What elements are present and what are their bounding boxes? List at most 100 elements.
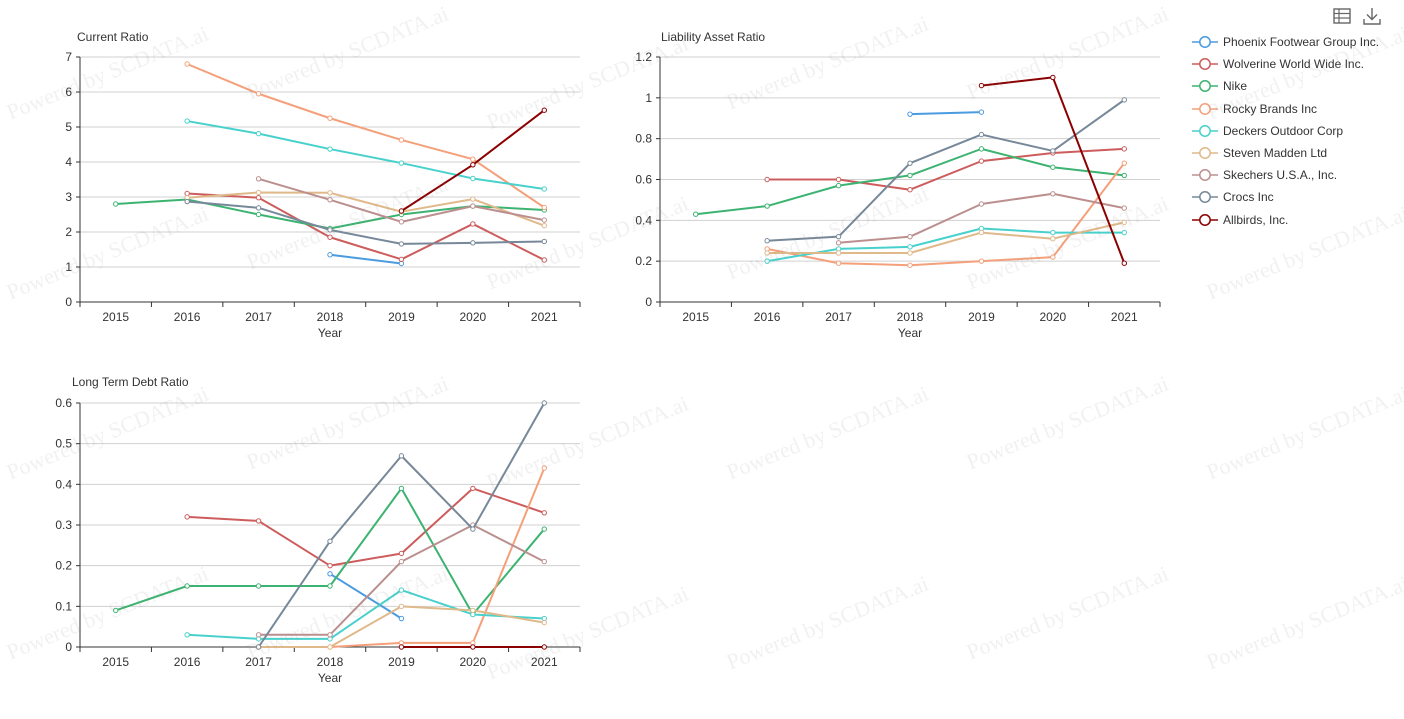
data-point-allbirds-inc: [541, 644, 547, 650]
y-tick-label: 0: [645, 295, 652, 309]
y-tick-label: 0.2: [55, 559, 72, 573]
y-tick-label: 0.1: [55, 599, 72, 613]
data-point-nike: [184, 583, 190, 589]
data-point-deckers-outdoor-corp: [541, 186, 547, 192]
data-point-nike: [978, 146, 985, 152]
data-point-deckers-outdoor-corp: [1050, 229, 1056, 236]
data-point-steven-madden-ltd: [764, 250, 770, 256]
legend-item[interactable]: Wolverine World Wide Inc.: [1192, 53, 1379, 75]
y-tick-label: 4: [65, 155, 72, 169]
legend-label: Skechers U.S.A., Inc.: [1223, 168, 1338, 183]
series-line-deckers-outdoor-corp: [186, 120, 545, 190]
chart-title: Long Term Debt Ratio: [72, 375, 189, 389]
y-tick-label: 0.4: [55, 477, 72, 491]
data-point-wolverine-world-wide-inc: [470, 485, 476, 492]
x-axis-label: Year: [898, 326, 922, 340]
legend-item[interactable]: Deckers Outdoor Corp: [1192, 120, 1379, 142]
data-point-allbirds-inc: [541, 107, 547, 113]
legend-item[interactable]: Steven Madden Ltd: [1192, 142, 1379, 164]
data-point-wolverine-world-wide-inc: [907, 187, 913, 193]
chart-title: Liability Asset Ratio: [661, 30, 765, 44]
data-point-steven-madden-ltd: [470, 607, 476, 614]
series-line-wolverine-world-wide-inc: [767, 147, 1125, 191]
data-point-crocs-inc: [184, 198, 190, 205]
y-tick-label: 1.2: [635, 50, 652, 64]
data-point-steven-madden-ltd: [398, 603, 405, 610]
data-point-wolverine-world-wide-inc: [764, 176, 770, 183]
data-point-crocs-inc: [1050, 148, 1056, 154]
series-line-wolverine-world-wide-inc: [187, 192, 545, 261]
y-tick-label: 0.3: [55, 518, 72, 532]
x-tick-label: 2021: [1111, 310, 1138, 324]
x-tick-label: 2019: [388, 310, 415, 324]
data-point-crocs-inc: [1121, 97, 1127, 103]
legend-item[interactable]: Skechers U.S.A., Inc.: [1192, 164, 1379, 186]
data-point-skechers-u-s-a-inc: [327, 632, 333, 638]
data-point-rocky-brands-inc: [907, 262, 913, 268]
x-axis-label: Year: [318, 671, 342, 685]
legend-label: Phoenix Footwear Group Inc.: [1223, 35, 1380, 50]
data-point-wolverine-world-wide-inc: [398, 256, 405, 262]
data-point-allbirds-inc: [1121, 260, 1127, 266]
legend: Phoenix Footwear Group Inc. Wolverine Wor…: [1192, 31, 1379, 231]
data-point-crocs-inc: [978, 131, 985, 138]
y-tick-label: 3: [65, 190, 72, 204]
x-tick-label: 2019: [968, 310, 995, 324]
series-line-phoenix-footwear-group-inc: [329, 253, 402, 265]
legend-marker-icon: [1192, 147, 1218, 159]
legend-item[interactable]: Crocs Inc: [1192, 186, 1379, 208]
legend-item[interactable]: Phoenix Footwear Group Inc.: [1192, 31, 1379, 53]
data-point-rocky-brands-inc: [184, 61, 190, 67]
x-tick-label: 2020: [460, 655, 487, 669]
y-tick-label: 7: [65, 50, 72, 64]
y-tick-label: 1: [65, 260, 72, 274]
data-point-deckers-outdoor-corp: [184, 118, 190, 124]
data-point-nike: [764, 203, 770, 209]
x-tick-label: 2018: [317, 310, 344, 324]
y-tick-label: 0.6: [55, 396, 72, 410]
x-tick-label: 2018: [317, 655, 344, 669]
data-point-allbirds-inc: [398, 644, 405, 650]
y-tick-label: 0.4: [635, 213, 652, 227]
data-point-crocs-inc: [907, 160, 913, 166]
data-point-crocs-inc: [835, 233, 842, 240]
data-point-phoenix-footwear-group-inc: [327, 571, 333, 577]
data-point-phoenix-footwear-group-inc: [978, 109, 985, 115]
data-point-wolverine-world-wide-inc: [470, 221, 476, 227]
data-point-skechers-u-s-a-inc: [835, 240, 842, 246]
legend-label: Nike: [1223, 79, 1248, 94]
y-tick-label: 6: [65, 85, 72, 99]
data-point-skechers-u-s-a-inc: [541, 217, 547, 223]
x-tick-label: 2020: [460, 310, 487, 324]
legend-marker-icon: [1192, 124, 1218, 137]
data-point-skechers-u-s-a-inc: [255, 176, 262, 182]
y-tick-label: 0.6: [635, 173, 652, 187]
series-line-crocs-inc: [187, 200, 545, 245]
legend-label: Crocs Inc: [1223, 190, 1274, 205]
data-point-steven-madden-ltd: [327, 190, 333, 196]
data-point-nike: [113, 201, 119, 207]
data-point-allbirds-inc: [470, 644, 476, 650]
data-point-allbirds-inc: [1050, 74, 1056, 81]
x-tick-label: 2017: [825, 310, 852, 324]
legend-item[interactable]: Allbirds, Inc.: [1192, 209, 1379, 231]
data-point-allbirds-inc: [470, 162, 476, 168]
x-tick-label: 2019: [388, 655, 415, 669]
y-tick-label: 5: [65, 120, 72, 134]
data-view-icon[interactable]: [1332, 6, 1352, 26]
data-point-nike: [1050, 164, 1056, 170]
x-tick-label: 2016: [754, 310, 781, 324]
legend-item[interactable]: Nike: [1192, 75, 1379, 97]
series-line-phoenix-footwear-group-inc: [329, 572, 402, 620]
download-icon[interactable]: [1362, 6, 1382, 26]
y-tick-label: 0: [65, 295, 72, 309]
data-point-skechers-u-s-a-inc: [978, 201, 985, 207]
legend-label: Steven Madden Ltd: [1223, 146, 1328, 161]
legend-marker-icon: [1192, 191, 1218, 204]
legend-item[interactable]: Rocky Brands Inc: [1192, 98, 1379, 120]
series-line-phoenix-footwear-group-inc: [909, 111, 982, 116]
data-point-steven-madden-ltd: [978, 229, 985, 236]
data-point-deckers-outdoor-corp: [764, 258, 770, 264]
data-point-wolverine-world-wide-inc: [541, 510, 547, 516]
data-point-allbirds-inc: [978, 82, 985, 89]
